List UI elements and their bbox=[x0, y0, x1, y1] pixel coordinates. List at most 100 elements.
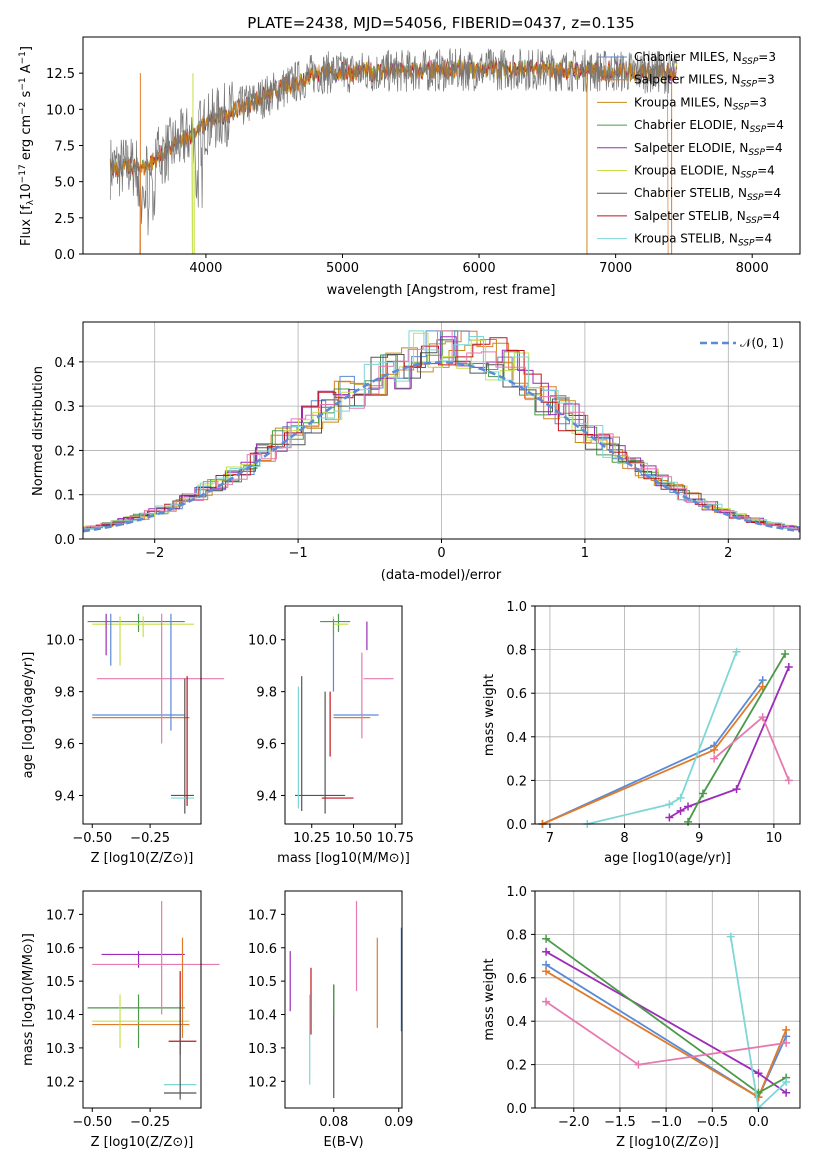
xtick-label: 10.75 bbox=[377, 831, 414, 846]
panel-massweight-vs-Z: −2.0 −1.5 −1.0 −0.5 0.0 0.0 0.2 0.4 0.6 0.8 1.0 Z [… bbox=[482, 885, 801, 1150]
ytick-label: 9.4 bbox=[256, 789, 277, 804]
massweight-Z-point bbox=[542, 934, 551, 943]
ytick-label: 10.3 bbox=[46, 1042, 75, 1057]
xlabel: age [log10(age/yr)] bbox=[604, 851, 731, 866]
ytick-label: 1.0 bbox=[506, 600, 527, 615]
ytick-label: 10.6 bbox=[46, 942, 75, 957]
spectrum-ytick-label: 12.5 bbox=[46, 67, 75, 82]
ytick-label: 10.2 bbox=[46, 1075, 75, 1090]
xtick-label: 10 bbox=[766, 831, 783, 846]
chart-title: PLATE=2438, MJD=54056, FIBERID=0437, z=0… bbox=[247, 14, 634, 32]
massweight-Z-point bbox=[634, 1060, 643, 1069]
spectrum-ytick-label: 7.5 bbox=[54, 140, 75, 155]
massweight-Z-point bbox=[542, 997, 551, 1006]
residual-xtick-label: 0 bbox=[437, 546, 445, 561]
spectrum-legend-label: Salpeter ELODIE, NSSP=4 bbox=[634, 141, 783, 158]
massweight-age-point bbox=[784, 663, 793, 672]
spectrum-xtick-label: 8000 bbox=[736, 261, 769, 276]
ytick-label: 10.6 bbox=[248, 942, 277, 957]
spectrum-lines bbox=[109, 48, 678, 255]
residual-panel: −2 −1 0 1 2 0.0 0.1 0.2 0.3 0.4 (data-model)/erro… bbox=[31, 321, 801, 583]
panel-mass-vs-Z: −0.50 −0.25 10.2 10.3 10.4 10.5 10.6 10.7 Z [log… bbox=[21, 890, 220, 1150]
spectrum-legend-label: Kroupa MILES, NSSP=3 bbox=[634, 95, 767, 112]
massweight-Z-point bbox=[782, 1088, 791, 1097]
massweight-Z-point bbox=[754, 1069, 763, 1078]
massweight-age-line bbox=[668, 666, 790, 819]
xtick-label: −1.5 bbox=[604, 1115, 636, 1130]
panel-age-vs-mass: 10.25 10.50 10.75 9.4 9.6 9.8 10.0 mass [log10(… bbox=[248, 605, 414, 866]
xlabel: E(B-V) bbox=[323, 1135, 363, 1150]
spectrum-ytick-label: 10.0 bbox=[46, 103, 75, 118]
spectrum-legend-label: Chabrier ELODIE, NSSP=4 bbox=[634, 118, 784, 135]
spectrum-legend-label: Chabrier STELIB, NSSP=4 bbox=[634, 186, 781, 203]
spectrum-xlabel: wavelength [Angstrom, rest frame] bbox=[327, 283, 556, 298]
massweight-age-point bbox=[698, 789, 707, 798]
massweight-age-line bbox=[713, 715, 790, 781]
ytick-label: 0.6 bbox=[506, 687, 527, 702]
residual-histogram bbox=[83, 337, 800, 530]
massweight-age-point bbox=[676, 793, 685, 802]
spectrum-legend-label: Kroupa ELODIE, NSSP=4 bbox=[634, 164, 775, 181]
massweight-age-point bbox=[665, 800, 674, 809]
xtick-label: −0.25 bbox=[130, 831, 170, 846]
spectrum-xtick-label: 5000 bbox=[326, 261, 359, 276]
ytick-label: 0.2 bbox=[506, 1059, 527, 1074]
massweight-age-point bbox=[732, 647, 741, 656]
ytick-label: 0.4 bbox=[506, 1015, 527, 1030]
massweight-age-point bbox=[781, 649, 790, 658]
xtick-label: 10.25 bbox=[293, 831, 330, 846]
massweight-Z-point bbox=[542, 947, 551, 956]
residual-ytick-label: 0.4 bbox=[54, 356, 75, 371]
xtick-label: 9 bbox=[695, 831, 703, 846]
spectrum-ytick-label: 2.5 bbox=[54, 212, 75, 227]
massweight-age-point bbox=[732, 785, 741, 794]
normal-curve bbox=[82, 361, 801, 533]
massweight-Z-point bbox=[542, 967, 551, 976]
massweight-Z-point bbox=[782, 1025, 791, 1034]
massweight-age-line bbox=[542, 686, 764, 825]
ytick-label: 0.8 bbox=[506, 644, 527, 659]
panel-frame bbox=[82, 890, 202, 1109]
massweight-age-point bbox=[676, 806, 685, 815]
massweight-age-line bbox=[587, 651, 738, 825]
spectrum-ytick-label: 0.0 bbox=[54, 248, 75, 263]
xlabel: Z [log10(Z/Z⊙)] bbox=[616, 1135, 719, 1150]
spectrum-observed-line bbox=[109, 48, 678, 236]
ytick-label: 9.8 bbox=[256, 686, 277, 701]
panel-frame bbox=[534, 605, 801, 825]
massweight-Z-point bbox=[726, 932, 735, 941]
residual-xtick-label: 1 bbox=[581, 546, 589, 561]
residual-xtick-label: 2 bbox=[724, 546, 732, 561]
ytick-label: 0.6 bbox=[506, 972, 527, 987]
massweight-age-point bbox=[710, 745, 719, 754]
ytick-label: 10.4 bbox=[248, 1009, 277, 1024]
spectrum-legend-label: Salpeter STELIB, NSSP=4 bbox=[634, 209, 780, 226]
xtick-label: 0.0 bbox=[748, 1115, 769, 1130]
spectrum-ticks: 4000 5000 6000 7000 8000 0.0 2.5 5.0 7.5 10.0 12.5 bbox=[46, 67, 769, 276]
massweight-Z-point bbox=[782, 1077, 791, 1086]
ytick-label: 10.5 bbox=[248, 975, 277, 990]
residual-ytick-label: 0.1 bbox=[54, 489, 75, 504]
spectrum-legend-label: Salpeter MILES, NSSP=3 bbox=[634, 73, 775, 90]
panel-mass-vs-ebv: 0.08 0.09 10.2 10.3 10.4 10.5 10.6 10.7 E(B-V) bbox=[248, 890, 413, 1150]
residual-histograms bbox=[83, 330, 800, 531]
massweight-age-point bbox=[710, 754, 719, 763]
massweight-age-point bbox=[758, 713, 767, 722]
ytick-label: 0.0 bbox=[506, 818, 527, 833]
residual-histogram bbox=[83, 330, 800, 531]
massweight-age-point bbox=[684, 802, 693, 811]
spectrum-legend: Chabrier MILES, NSSP=3 Salpeter MILES, NS… bbox=[597, 50, 784, 249]
xtick-label: 7 bbox=[546, 831, 554, 846]
xtick-label: 10.50 bbox=[335, 831, 372, 846]
xtick-label: −1.0 bbox=[650, 1115, 682, 1130]
ytick-label: 10.7 bbox=[248, 908, 277, 923]
panel-massweight-vs-age: 7 8 9 10 0.0 0.2 0.4 0.6 0.8 1.0 age [log10(age/yr… bbox=[482, 600, 801, 866]
ytick-label: 10.4 bbox=[46, 1009, 75, 1024]
ytick-label: 10.0 bbox=[248, 634, 277, 649]
xtick-label: −0.5 bbox=[696, 1115, 728, 1130]
spectrum-xtick-label: 4000 bbox=[189, 261, 222, 276]
ytick-label: 9.6 bbox=[256, 738, 277, 753]
xlabel: Z [log10(Z/Z⊙)] bbox=[91, 851, 194, 866]
ylabel: mass [log10(M/M⊙)] bbox=[21, 933, 36, 1066]
